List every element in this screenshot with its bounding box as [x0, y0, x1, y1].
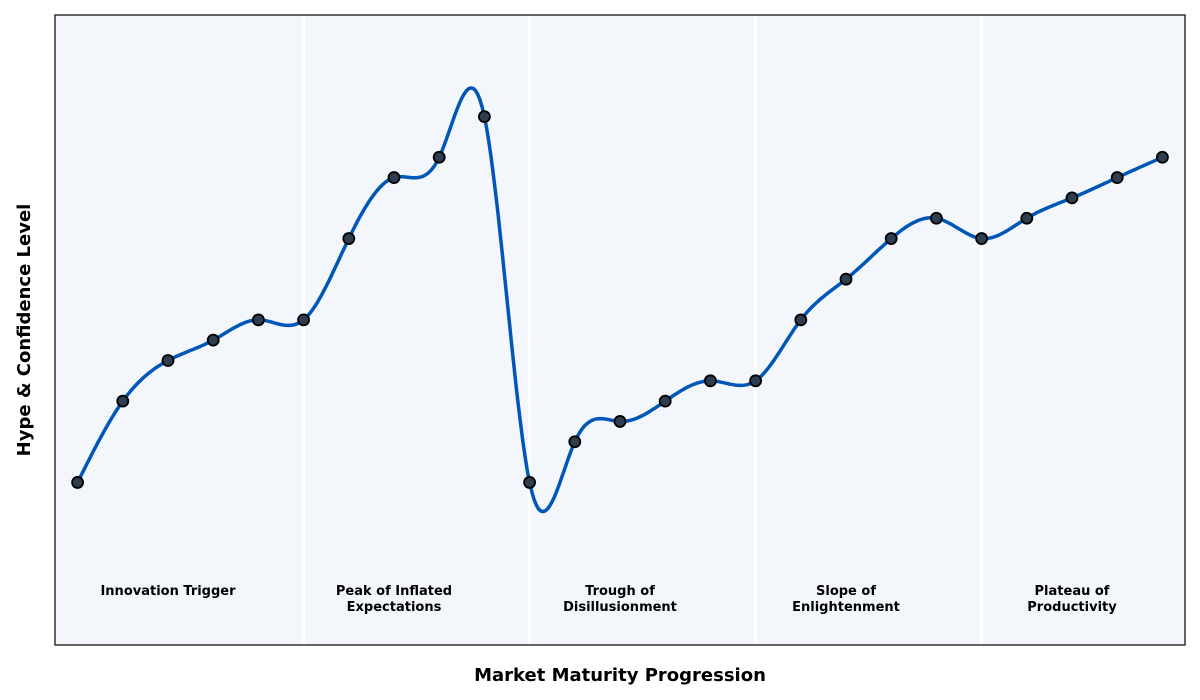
- data-point: [71, 476, 84, 489]
- data-point: [477, 110, 491, 124]
- data-point: [704, 374, 717, 388]
- phase-label: Slope of Enlightenment: [792, 584, 900, 615]
- data-point: [930, 211, 943, 225]
- data-point: [1020, 211, 1034, 225]
- data-point: [206, 333, 220, 347]
- data-point: [116, 394, 130, 408]
- data-point: [975, 232, 988, 245]
- y-axis-label: Hype & Confidence Level: [14, 204, 35, 457]
- plot-frame: [54, 14, 1186, 646]
- phase-label: Trough of Disillusionment: [563, 584, 677, 615]
- data-point: [884, 232, 898, 245]
- data-point: [161, 354, 175, 367]
- x-axis-label: Market Maturity Progression: [474, 665, 766, 686]
- data-point: [794, 313, 808, 327]
- data-point: [839, 272, 853, 286]
- data-point: [251, 313, 265, 327]
- data-point: [1156, 150, 1169, 164]
- data-point: [523, 476, 536, 489]
- data-point: [613, 415, 627, 428]
- data-point: [1065, 191, 1079, 205]
- data-point: [1110, 171, 1124, 184]
- data-point: [387, 171, 401, 184]
- data-point: [568, 435, 582, 449]
- phase-label: Plateau of Productivity: [1027, 584, 1117, 615]
- phase-label: Peak of Inflated Expectations: [336, 584, 452, 615]
- data-point: [749, 374, 762, 388]
- plot-area: [55, 15, 1185, 645]
- data-point: [297, 313, 311, 327]
- phase-label: Innovation Trigger: [100, 584, 236, 599]
- data-point: [658, 394, 672, 408]
- data-point: [342, 232, 356, 245]
- data-point: [432, 150, 446, 164]
